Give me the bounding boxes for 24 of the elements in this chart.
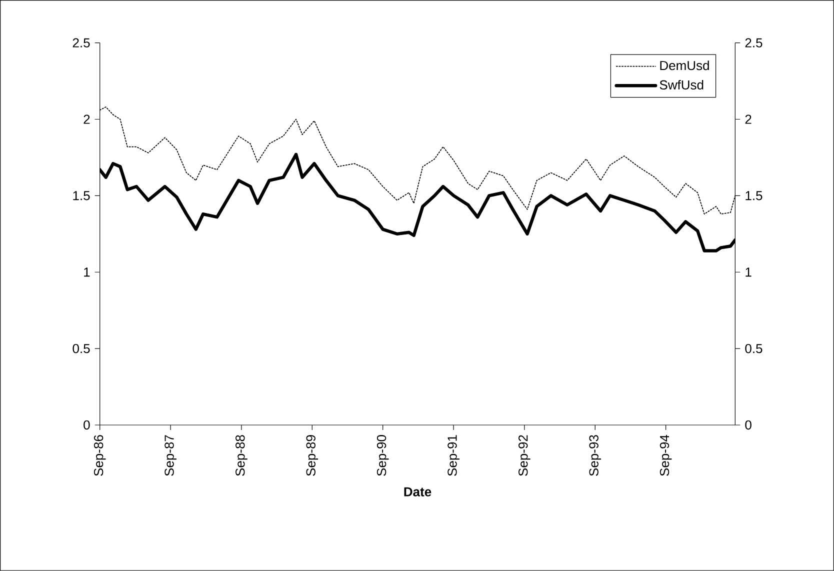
legend-label: DemUsd — [660, 60, 709, 70]
x-tick-label: Sep-88 — [236, 435, 248, 476]
x-axis-title: Date — [404, 487, 432, 496]
y-tick-label: 2 — [745, 114, 752, 124]
x-tick-label: Sep-90 — [376, 435, 389, 476]
x-tick-label: Sep-89 — [306, 435, 318, 476]
y-tick-label: 2.5 — [745, 38, 762, 48]
y2-tick-label: 2 — [84, 114, 90, 124]
y2-tick-label: 0 — [84, 420, 90, 430]
y-tick-label: 0 — [745, 420, 752, 430]
y2-tick-label: 1 — [84, 268, 90, 277]
y2-tick-label: 0.5 — [72, 344, 90, 354]
y-tick-label: 1.5 — [746, 191, 762, 200]
y-tick-label: 1 — [746, 268, 752, 277]
y-tick-label: 0.5 — [745, 344, 762, 354]
x-tick-label: Sep-87 — [164, 435, 176, 476]
x-tick-label: Sep-94 — [660, 434, 672, 476]
y2-tick-label: 1.5 — [73, 191, 90, 200]
x-tick-label: Sep-93 — [589, 435, 602, 476]
x-tick-label: Sep-91 — [448, 435, 460, 476]
x-tick-label: Sep-86 — [94, 435, 106, 476]
x-tick-label: Sep-92 — [518, 435, 530, 476]
legend-label: SwfUsd — [660, 80, 704, 90]
y2-tick-label: 2.5 — [72, 38, 90, 48]
